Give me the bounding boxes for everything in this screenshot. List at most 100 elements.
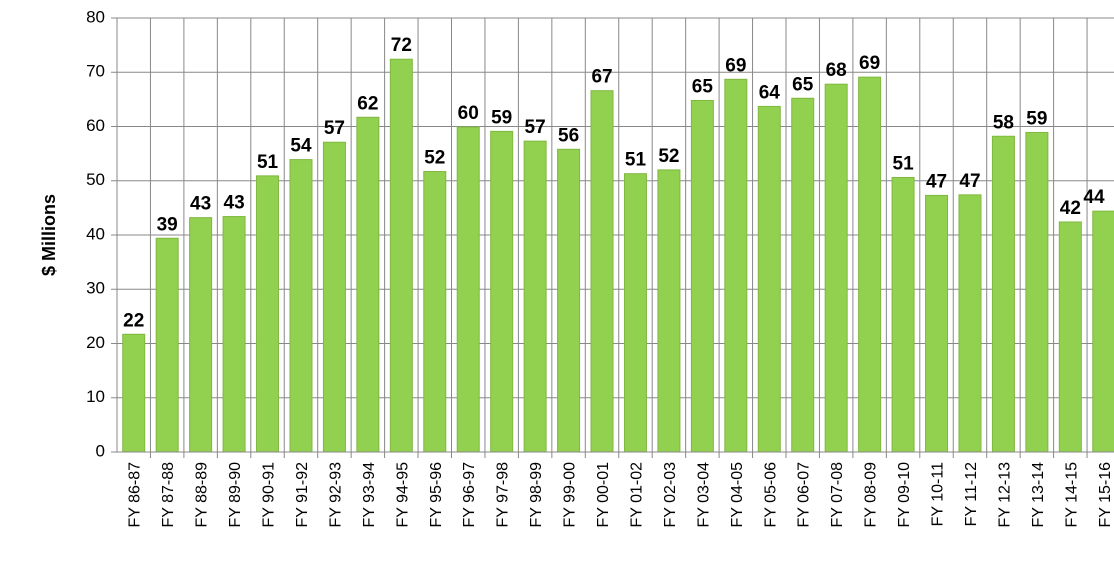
value-label: 44 <box>1083 187 1105 208</box>
x-tick-label: FY 92-93 <box>327 462 344 528</box>
x-tick-label: FY 91-92 <box>294 462 311 528</box>
bar <box>523 140 547 453</box>
bar <box>1058 221 1082 453</box>
y-tick-label: 20 <box>86 333 105 352</box>
value-label: 47 <box>926 171 947 192</box>
x-tick-label: FY 10-11 <box>930 462 947 526</box>
value-label: 68 <box>826 60 847 81</box>
bar <box>891 176 915 453</box>
y-tick-label: 30 <box>86 279 105 298</box>
value-label: 62 <box>357 93 378 114</box>
value-label: 43 <box>224 193 245 214</box>
bar <box>490 130 514 453</box>
y-tick-label: 60 <box>86 116 105 135</box>
x-tick-label: FY 87-88 <box>160 462 177 528</box>
bar <box>724 78 748 453</box>
bar <box>858 76 882 453</box>
value-label: 52 <box>424 148 445 169</box>
x-tick-label: FY 86-87 <box>127 462 144 528</box>
value-label: 57 <box>324 118 345 139</box>
x-tick-label: FY 89-90 <box>227 462 244 528</box>
bar <box>690 99 714 453</box>
x-tick-label: FY 94-95 <box>394 462 411 528</box>
x-tick-label: FY 07-08 <box>829 462 846 528</box>
x-tick-label: FY 15-16 <box>1097 462 1114 528</box>
x-tick-label: FY 88-89 <box>194 462 211 528</box>
bar <box>1092 210 1114 453</box>
y-tick-label: 50 <box>86 170 105 189</box>
bar <box>155 237 179 453</box>
value-label: 65 <box>692 76 714 97</box>
x-tick-label: FY 98-99 <box>528 462 545 528</box>
bar <box>991 135 1015 453</box>
value-label: 69 <box>725 55 746 76</box>
x-tick-label: FY 03-04 <box>695 462 712 528</box>
value-label: 22 <box>123 310 144 331</box>
value-label: 67 <box>591 67 612 88</box>
bar <box>791 97 815 453</box>
value-label: 54 <box>290 136 312 157</box>
value-label: 58 <box>993 112 1014 133</box>
x-tick-label: FY 01-02 <box>628 462 645 528</box>
x-tick-label: FY 93-94 <box>361 462 378 528</box>
y-axis-title: $ Millions <box>39 194 59 276</box>
value-label: 72 <box>391 35 412 56</box>
bar <box>189 217 213 453</box>
value-label: 59 <box>1026 108 1047 129</box>
bar <box>122 333 146 453</box>
bar <box>757 105 781 453</box>
x-tick-label: FY 95-96 <box>428 462 445 528</box>
x-tick-label: FY 12-13 <box>996 462 1013 528</box>
value-label: 65 <box>792 74 814 95</box>
x-tick-label: FY 90-91 <box>261 462 278 528</box>
bar <box>623 173 647 453</box>
value-label: 42 <box>1060 198 1081 219</box>
x-tick-label: FY 99-00 <box>562 462 579 528</box>
bar <box>222 216 246 453</box>
bar <box>456 126 480 453</box>
x-tick-label: FY 09-10 <box>896 462 913 528</box>
value-label: 56 <box>558 125 579 146</box>
x-tick-label: FY 06-07 <box>796 462 813 528</box>
bar <box>958 194 982 453</box>
value-label: 59 <box>491 107 512 128</box>
value-label: 52 <box>658 146 679 167</box>
x-tick-label: FY 13-14 <box>1030 462 1047 528</box>
value-label: 51 <box>625 150 647 171</box>
bar <box>289 159 313 453</box>
bar <box>590 90 614 453</box>
bar <box>423 171 447 453</box>
x-tick-label: FY 08-09 <box>863 462 880 528</box>
x-tick-label: FY 05-06 <box>762 462 779 528</box>
value-label: 64 <box>759 82 781 103</box>
x-tick-label: FY 00-01 <box>595 462 612 528</box>
bar <box>657 169 681 453</box>
bar <box>322 141 346 453</box>
x-tick-label: FY 96-97 <box>461 462 478 528</box>
y-tick-label: 80 <box>86 7 105 26</box>
y-tick-label: 70 <box>86 62 105 81</box>
x-tick-label: FY 97-98 <box>495 462 512 528</box>
bar <box>824 83 848 453</box>
x-tick-label: FY 02-03 <box>662 462 679 528</box>
value-label: 51 <box>893 153 915 174</box>
value-label: 43 <box>190 194 211 215</box>
y-tick-label: 40 <box>86 224 105 243</box>
x-tick-label: FY 14-15 <box>1063 462 1080 528</box>
bar <box>557 148 581 453</box>
bar <box>256 175 280 453</box>
x-tick-label: FY 04-05 <box>729 462 746 528</box>
value-label: 69 <box>859 53 880 74</box>
y-tick-label: 10 <box>86 387 105 406</box>
bar <box>389 58 413 453</box>
bar <box>925 194 949 453</box>
value-label: 47 <box>959 171 980 192</box>
value-label: 57 <box>525 117 546 138</box>
value-label: 39 <box>157 214 178 235</box>
bar <box>356 116 380 453</box>
value-label: 51 <box>257 152 279 173</box>
value-label: 60 <box>458 103 479 124</box>
bar <box>1025 131 1049 453</box>
